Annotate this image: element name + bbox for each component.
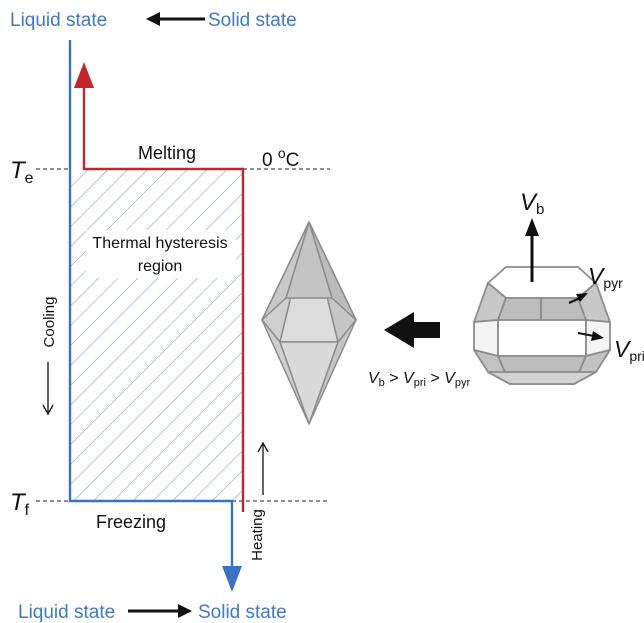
hysteresis-label-backdrop <box>86 230 236 278</box>
big-left-arrow <box>384 312 440 348</box>
bipyramid-crystal <box>261 221 357 425</box>
vpyr-label: Vpyr <box>588 263 623 291</box>
heating-label: Heating <box>249 509 266 561</box>
hysteresis-label-line1: Thermal hysteresis <box>92 235 227 252</box>
bottom-solid-state-label: Solid state <box>198 602 287 623</box>
cooling-down-arrow <box>42 362 54 416</box>
freezing-down-arrowhead <box>222 566 242 592</box>
freezing-label: Freezing <box>96 512 166 532</box>
hysteresis-hatch-region <box>70 169 243 501</box>
te-label: Te <box>10 157 34 187</box>
cooling-label: Cooling <box>41 297 58 348</box>
hysteresis-label-line2: region <box>138 258 182 275</box>
vpyr-arrow <box>568 293 588 305</box>
top-liquid-state-label: Liquid state <box>10 10 107 31</box>
heating-path-line <box>82 82 245 512</box>
bottom-liquid-state-label: Liquid state <box>18 602 115 623</box>
cooling-path-line <box>68 40 234 575</box>
vpri-arrow <box>577 331 604 341</box>
top-solid-state-label: Solid state <box>208 10 297 31</box>
velocity-inequality: Vb > Vpri > Vpyr <box>368 370 470 389</box>
top-left-arrow <box>146 12 205 26</box>
heating-up-arrow <box>257 441 269 495</box>
vb-arrow <box>525 218 539 282</box>
tf-label: Tf <box>10 489 30 519</box>
melting-up-arrowhead <box>74 62 94 88</box>
melting-label: Melting <box>138 143 196 163</box>
bottom-right-arrow <box>128 604 192 618</box>
vb-label: Vb <box>520 189 544 218</box>
zero-celsius-label: 0 oC <box>262 145 299 171</box>
vpri-label: Vpri <box>614 336 644 364</box>
prism-crystal <box>473 266 611 385</box>
